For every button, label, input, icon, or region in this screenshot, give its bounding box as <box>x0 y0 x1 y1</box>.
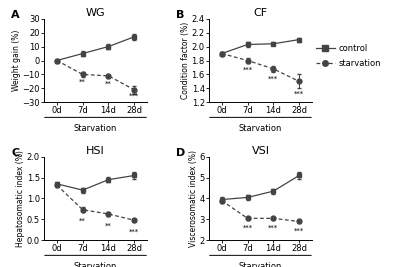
Title: HSI: HSI <box>86 146 105 156</box>
Y-axis label: Condition factor (%): Condition factor (%) <box>181 22 190 99</box>
Text: **: ** <box>105 81 112 87</box>
Title: CF: CF <box>253 8 268 18</box>
Text: D: D <box>176 148 185 158</box>
Text: Starvation: Starvation <box>74 262 117 267</box>
Y-axis label: Hepatosomatic index (%): Hepatosomatic index (%) <box>16 150 25 247</box>
Y-axis label: Weight gain (%): Weight gain (%) <box>12 30 21 91</box>
Text: ***: *** <box>129 92 139 98</box>
Text: ***: *** <box>268 224 278 230</box>
Legend: control, starvation: control, starvation <box>316 44 381 68</box>
Text: Starvation: Starvation <box>239 124 282 133</box>
Text: ***: *** <box>242 66 253 72</box>
Text: ***: *** <box>294 228 304 234</box>
Text: ***: *** <box>268 76 278 81</box>
Text: **: ** <box>79 218 86 224</box>
Text: **: ** <box>105 223 112 229</box>
Text: ***: *** <box>294 91 304 97</box>
Title: WG: WG <box>86 8 105 18</box>
Title: VSI: VSI <box>252 146 270 156</box>
Text: ***: *** <box>129 229 139 235</box>
Text: Starvation: Starvation <box>74 124 117 133</box>
Text: C: C <box>11 148 19 158</box>
Text: A: A <box>11 10 20 20</box>
Text: Starvation: Starvation <box>239 262 282 267</box>
Y-axis label: Viscerosomatic index (%): Viscerosomatic index (%) <box>189 150 198 247</box>
Text: **: ** <box>79 79 86 85</box>
Text: B: B <box>176 10 184 20</box>
Text: ***: *** <box>242 224 253 230</box>
